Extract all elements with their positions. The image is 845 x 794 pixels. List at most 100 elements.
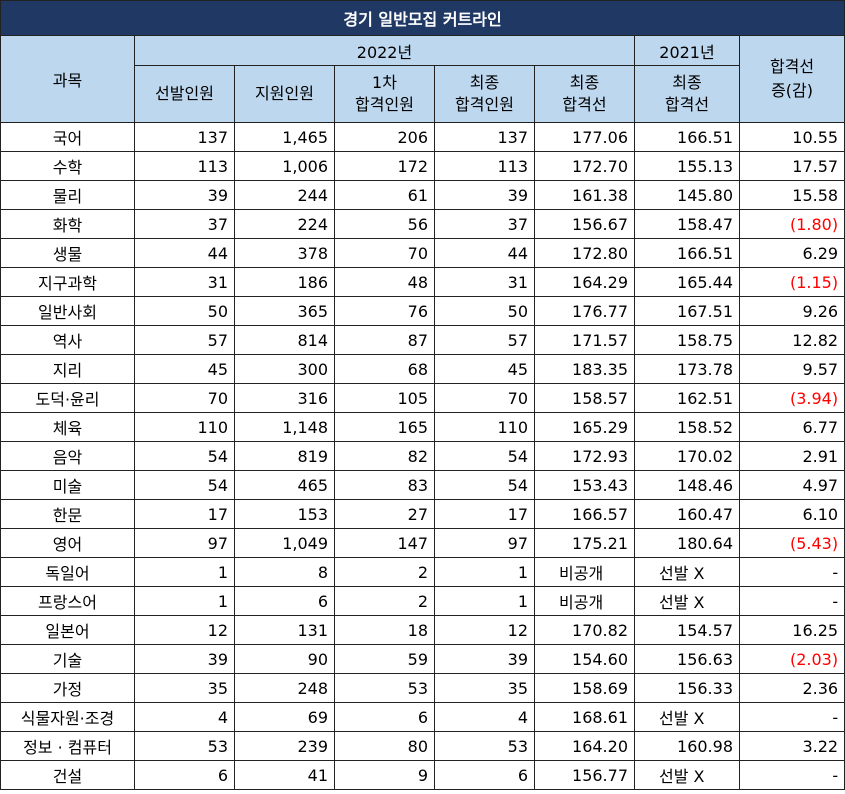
cell-change: 4.97 bbox=[738, 470, 845, 500]
cell-applicants: 1,465 bbox=[234, 122, 335, 152]
cell-applicants: 41 bbox=[234, 760, 335, 790]
cell-subject: 수학 bbox=[0, 151, 135, 181]
table-row: 가정 35 248 53 35 158.69 156.33 2.36 bbox=[0, 673, 845, 703]
cell-change: 16.25 bbox=[738, 615, 845, 645]
cell-cut-2021: 선발 X bbox=[634, 557, 740, 587]
cell-subject: 음악 bbox=[0, 441, 135, 471]
cell-cut-2021: 선발 X bbox=[634, 586, 740, 616]
cell-final-pass: 110 bbox=[434, 412, 535, 442]
cell-applicants: 819 bbox=[234, 441, 335, 471]
cell-cut-2021: 156.63 bbox=[634, 644, 740, 674]
cell-cut-2021: 166.51 bbox=[634, 238, 740, 268]
table-body: 국어 137 1,465 206 137 177.06 166.51 10.55 수학 113 1,… bbox=[0, 122, 845, 790]
cell-subject: 생물 bbox=[0, 238, 135, 268]
cell-final-pass: 54 bbox=[434, 470, 535, 500]
cell-cut-2022: 154.60 bbox=[534, 644, 635, 674]
cell-cut-2022: 171.57 bbox=[534, 325, 635, 355]
cell-selected: 57 bbox=[134, 325, 235, 355]
header-final-cut-line1: 최종 bbox=[569, 73, 600, 92]
cell-change: - bbox=[738, 557, 845, 587]
cell-subject: 프랑스어 bbox=[0, 586, 135, 616]
cell-cut-2022: 183.35 bbox=[534, 354, 635, 384]
cell-cut-2022: 172.80 bbox=[534, 238, 635, 268]
cell-selected: 39 bbox=[134, 180, 235, 210]
cell-applicants: 6 bbox=[234, 586, 335, 616]
cell-final-pass: 6 bbox=[434, 760, 535, 790]
header-final-pass: 최종 합격인원 bbox=[434, 65, 535, 123]
cell-applicants: 131 bbox=[234, 615, 335, 645]
cell-cut-2021: 155.13 bbox=[634, 151, 740, 181]
table-row: 도덕·윤리 70 316 105 70 158.57 162.51 (3.94) bbox=[0, 383, 845, 413]
header-first-pass-line1: 1차 bbox=[372, 73, 397, 92]
cell-applicants: 1,148 bbox=[234, 412, 335, 442]
cell-cut-2021: 선발 X bbox=[634, 702, 740, 732]
cell-change: (1.80) bbox=[738, 209, 845, 239]
cell-selected: 97 bbox=[134, 528, 235, 558]
cell-final-pass: 1 bbox=[434, 557, 535, 587]
cell-selected: 4 bbox=[134, 702, 235, 732]
cell-subject: 역사 bbox=[0, 325, 135, 355]
cell-first-pass: 70 bbox=[334, 238, 435, 268]
cell-applicants: 378 bbox=[234, 238, 335, 268]
cell-cut-2022: 153.43 bbox=[534, 470, 635, 500]
cell-subject: 일반사회 bbox=[0, 296, 135, 326]
cell-subject: 정보 · 컴퓨터 bbox=[0, 731, 135, 761]
cell-final-pass: 97 bbox=[434, 528, 535, 558]
cell-first-pass: 172 bbox=[334, 151, 435, 181]
table-row: 독일어 1 8 2 1 비공개 선발 X- bbox=[0, 557, 845, 587]
cell-first-pass: 61 bbox=[334, 180, 435, 210]
cell-change: 9.26 bbox=[738, 296, 845, 326]
cell-cut-2021: 166.51 bbox=[634, 122, 740, 152]
cell-subject: 지리 bbox=[0, 354, 135, 384]
table-row: 체육 110 1,148 165 110 165.29 158.52 6.77 bbox=[0, 412, 845, 442]
cell-change: - bbox=[738, 702, 845, 732]
cell-selected: 37 bbox=[134, 209, 235, 239]
cell-final-pass: 44 bbox=[434, 238, 535, 268]
cell-cut-2022: 156.67 bbox=[534, 209, 635, 239]
cell-first-pass: 147 bbox=[334, 528, 435, 558]
cell-first-pass: 48 bbox=[334, 267, 435, 297]
cell-final-pass: 39 bbox=[434, 644, 535, 674]
table-row: 수학 113 1,006 172 113 172.70 155.13 17.57 bbox=[0, 151, 845, 181]
cell-subject: 가정 bbox=[0, 673, 135, 703]
cell-cut-2021: 160.98 bbox=[634, 731, 740, 761]
cell-final-pass: 54 bbox=[434, 441, 535, 471]
cell-change: - bbox=[738, 760, 845, 790]
cell-cut-2021: 173.78 bbox=[634, 354, 740, 384]
cell-first-pass: 53 bbox=[334, 673, 435, 703]
cell-applicants: 239 bbox=[234, 731, 335, 761]
cell-cut-2021: 158.47 bbox=[634, 209, 740, 239]
header-applicants: 지원인원 bbox=[234, 65, 335, 123]
cell-selected: 35 bbox=[134, 673, 235, 703]
cell-first-pass: 27 bbox=[334, 499, 435, 529]
cell-applicants: 248 bbox=[234, 673, 335, 703]
cell-first-pass: 76 bbox=[334, 296, 435, 326]
cell-cut-2021: 148.46 bbox=[634, 470, 740, 500]
cell-change: (5.43) bbox=[738, 528, 845, 558]
cell-subject: 지구과학 bbox=[0, 267, 135, 297]
cell-applicants: 814 bbox=[234, 325, 335, 355]
cell-cut-2022: 164.29 bbox=[534, 267, 635, 297]
table-row: 건설 6 41 9 6 156.77 선발 X- bbox=[0, 760, 845, 790]
cell-cut-2022: 165.29 bbox=[534, 412, 635, 442]
header-selected: 선발인원 bbox=[134, 65, 235, 123]
cell-cut-2021: 160.47 bbox=[634, 499, 740, 529]
cell-first-pass: 68 bbox=[334, 354, 435, 384]
cell-first-pass: 2 bbox=[334, 557, 435, 587]
header-change-line2: 증(감) bbox=[771, 81, 814, 100]
cell-selected: 137 bbox=[134, 122, 235, 152]
cell-subject: 화학 bbox=[0, 209, 135, 239]
cell-cut-2022: 166.57 bbox=[534, 499, 635, 529]
cell-first-pass: 165 bbox=[334, 412, 435, 442]
cell-first-pass: 6 bbox=[334, 702, 435, 732]
cell-final-pass: 35 bbox=[434, 673, 535, 703]
table-row: 기술 39 90 59 39 154.60 156.63 (2.03) bbox=[0, 644, 845, 674]
cell-selected: 70 bbox=[134, 383, 235, 413]
cell-cut-2022: 161.38 bbox=[534, 180, 635, 210]
cell-cut-2021: 180.64 bbox=[634, 528, 740, 558]
table-row: 미술 54 465 83 54 153.43 148.46 4.97 bbox=[0, 470, 845, 500]
cell-cut-2021: 165.44 bbox=[634, 267, 740, 297]
cell-subject: 일본어 bbox=[0, 615, 135, 645]
table-row: 정보 · 컴퓨터 53 239 80 53 164.20 160.98 3.22 bbox=[0, 731, 845, 761]
